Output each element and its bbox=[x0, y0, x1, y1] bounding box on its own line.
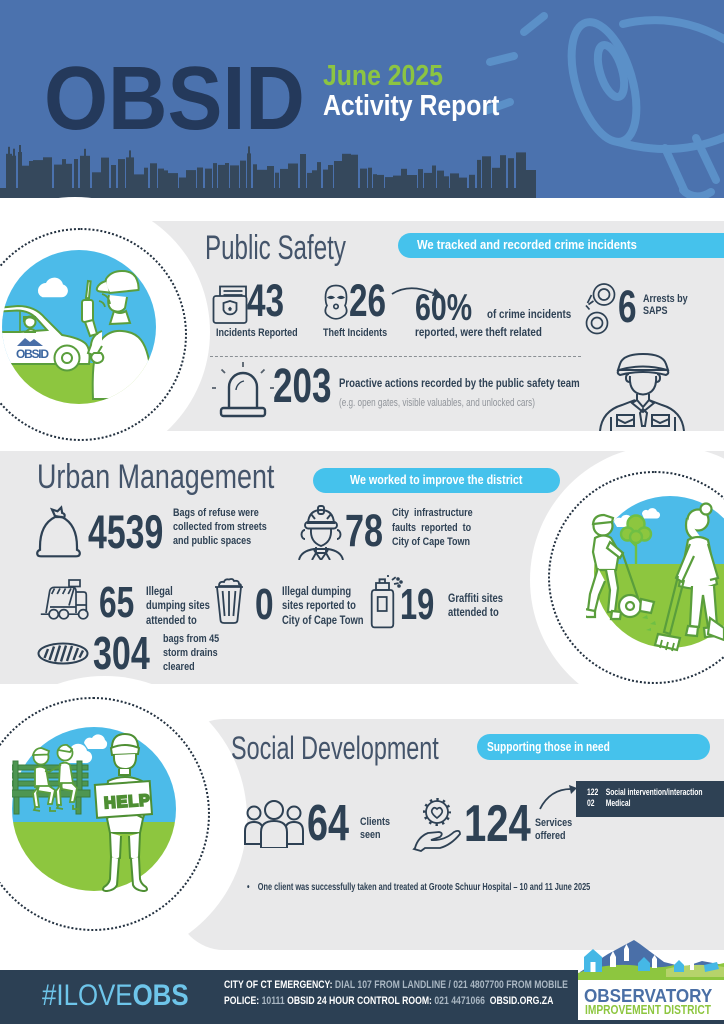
svg-text:HELP: HELP bbox=[104, 792, 152, 812]
svg-text:OBSID: OBSID bbox=[16, 347, 49, 361]
